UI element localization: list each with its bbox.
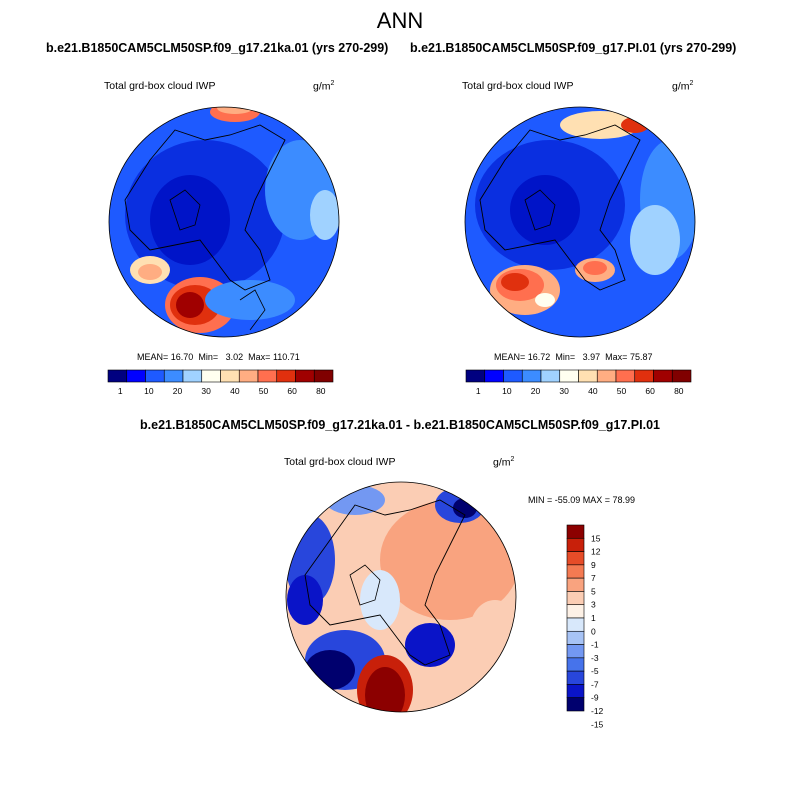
colorbar-1-label: 60: [287, 386, 297, 396]
colorbar-2-swatch: [615, 369, 636, 383]
colorbar-3-label: -5: [591, 666, 599, 676]
colorbar-3-label: 7: [591, 573, 596, 583]
panel2-title: b.e21.B1850CAM5CLM50SP.f09_g17.PI.01 (yr…: [410, 41, 737, 55]
colorbar-3-swatch: [566, 591, 585, 606]
colorbar-1-swatch: [220, 369, 240, 383]
colorbar-2: 1 10 20 30 40 50 60 80: [465, 369, 692, 396]
colorbar-3-label: 1: [591, 613, 596, 623]
colorbar-1-swatch: [107, 369, 128, 383]
panel2-units: g/m2: [672, 80, 694, 93]
colorbar-1-swatch: [313, 369, 334, 383]
colorbar-2-label: 20: [531, 386, 541, 396]
colorbar-1-label: 20: [173, 386, 183, 396]
colorbar-3-swatch: [566, 524, 585, 539]
colorbar-2-swatch: [596, 369, 617, 383]
colorbar-3-swatch: [566, 644, 585, 659]
colorbar-3-swatch: [566, 630, 585, 645]
colorbar-3-label: 15: [591, 533, 601, 543]
colorbar-2-label: 80: [674, 386, 684, 396]
colorbar-1-label: 10: [144, 386, 154, 396]
colorbar-3-swatch: [566, 564, 585, 579]
colorbar-3-label: -15: [591, 719, 604, 729]
panel2-variable: Total grd-box cloud IWP: [462, 80, 574, 92]
colorbar-3-swatch: [566, 657, 585, 672]
colorbar-1: 1 10 20 30 40 50 60 80: [107, 369, 334, 396]
colorbar-3-label: 3: [591, 600, 596, 610]
colorbar-1-label: 50: [259, 386, 269, 396]
colorbar-2-swatch: [465, 369, 486, 383]
colorbar-3-swatch: [566, 604, 585, 619]
colorbar-1-swatch: [163, 369, 184, 383]
colorbar-3-label: -9: [591, 693, 599, 703]
colorbar-2-swatch: [653, 369, 673, 383]
colorbar-3-swatch: [566, 537, 585, 552]
colorbar-3-swatch: [566, 617, 585, 632]
colorbar-2-swatch: [671, 369, 692, 383]
panel1-title: b.e21.B1850CAM5CLM50SP.f09_g17.21ka.01 (…: [46, 41, 389, 55]
colorbar-3-label: 9: [591, 560, 596, 570]
colorbar-3-label: 12: [591, 547, 601, 557]
panel3-minmax: MIN = -55.09 MAX = 78.99: [528, 495, 636, 505]
colorbar-3-label: -7: [591, 679, 599, 689]
colorbar-2-label: 30: [559, 386, 569, 396]
colorbar-3-swatch: [566, 577, 585, 592]
colorbar-2-label: 50: [617, 386, 627, 396]
panel1-units: g/m2: [313, 80, 335, 93]
panel3-title: b.e21.B1850CAM5CLM50SP.f09_g17.21ka.01 -…: [140, 418, 660, 432]
panel1-variable: Total grd-box cloud IWP: [104, 80, 216, 92]
colorbar-1-swatch: [201, 369, 221, 383]
colorbar-2-label: 1: [476, 386, 481, 396]
colorbar-2-label: 40: [588, 386, 598, 396]
colorbar-3-label: 0: [591, 626, 596, 636]
colorbar-1-label: 80: [316, 386, 326, 396]
colorbar-1-swatch: [145, 369, 165, 383]
colorbar-3-label: -1: [591, 640, 599, 650]
colorbar-2-swatch: [559, 369, 579, 383]
figure-title: ANN: [376, 8, 424, 33]
colorbar-3-swatch: [566, 684, 585, 699]
colorbar-1-label: 1: [118, 386, 123, 396]
colorbar-3-label: -3: [591, 653, 599, 663]
colorbar-2-swatch: [634, 369, 654, 383]
colorbar-1-swatch: [295, 369, 315, 383]
colorbar-1-swatch: [238, 369, 259, 383]
colorbar-2-swatch: [484, 369, 504, 383]
colorbar-3-swatch: [566, 670, 585, 685]
colorbar-2-swatch: [578, 369, 598, 383]
map2: [464, 106, 696, 338]
colorbar-3-swatch: [566, 697, 585, 712]
panel2-stats: MEAN= 16.72 Min= 3.97 Max= 75.87: [494, 352, 653, 362]
colorbar-1-label: 30: [201, 386, 211, 396]
map1: [108, 106, 340, 338]
colorbar-2-swatch: [521, 369, 542, 383]
colorbar-3-label: -12: [591, 706, 604, 716]
colorbar-3: 15 12 9 7 5 3 1 0 -1 -3 -5 -7 -9 -12 -15: [566, 524, 604, 729]
colorbar-1-swatch: [126, 369, 146, 383]
map3: [285, 481, 517, 713]
colorbar-1-swatch: [257, 369, 278, 383]
panel3-units: g/m2: [493, 456, 515, 469]
colorbar-2-swatch: [540, 369, 561, 383]
colorbar-1-swatch: [276, 369, 296, 383]
colorbar-1-swatch: [182, 369, 203, 383]
colorbar-3-swatch: [566, 551, 585, 566]
colorbar-3-label: 5: [591, 586, 596, 596]
colorbar-2-label: 10: [502, 386, 512, 396]
colorbar-2-swatch: [503, 369, 523, 383]
panel1-stats: MEAN= 16.70 Min= 3.02 Max= 110.71: [137, 352, 300, 362]
colorbar-2-label: 60: [645, 386, 655, 396]
panel3-variable: Total grd-box cloud IWP: [284, 456, 396, 468]
colorbar-1-label: 40: [230, 386, 240, 396]
